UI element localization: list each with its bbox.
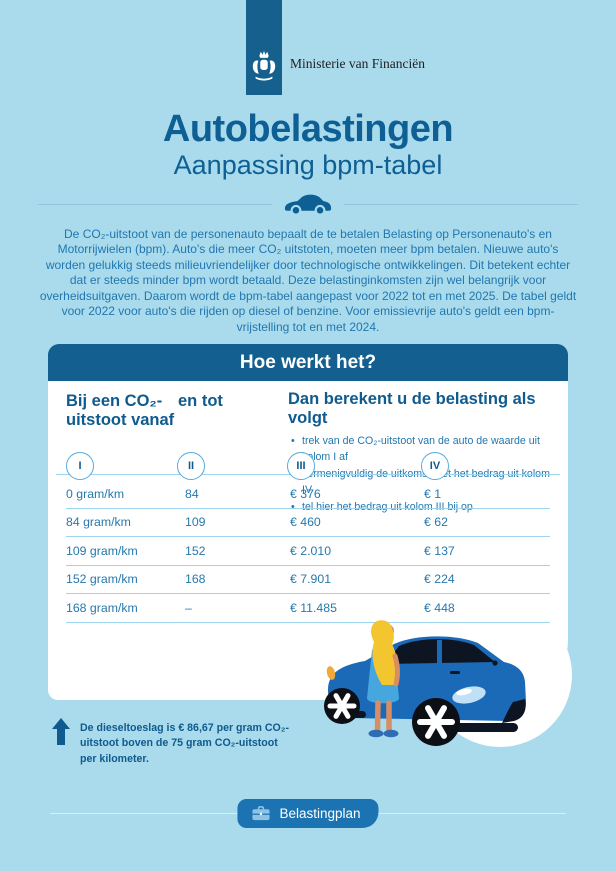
cell-to: 168 — [185, 572, 206, 587]
cell-from: 84 gram/km — [66, 515, 131, 530]
cell-from: 168 gram/km — [66, 600, 138, 615]
divider-line-left — [38, 203, 272, 205]
ministry-label: Ministerie van Financiën — [290, 56, 425, 71]
car-and-woman-illustration — [324, 620, 526, 746]
column-marker-III: III — [287, 452, 315, 480]
diesel-note-text: De dieseltoeslag is € 86,67 per gram CO₂… — [80, 722, 290, 765]
badge-label: Belastingplan — [279, 806, 361, 821]
car-icon — [284, 194, 332, 216]
column-marker-IV: IV — [421, 452, 449, 480]
car-figure — [324, 636, 526, 746]
government-logo-banner — [246, 0, 282, 95]
cell-per-gram: € 62 — [424, 515, 448, 530]
page-title: Autobelastingen — [162, 108, 454, 150]
cell-to: 152 — [185, 543, 206, 558]
table-row: 152 gram/km 168 € 7.901 € 224 — [66, 566, 550, 594]
calculation-header: Dan berekent u de belasting als volgt — [288, 390, 536, 427]
cell-base-amount: € 7.901 — [290, 572, 332, 587]
cell-from: 109 gram/km — [66, 543, 138, 558]
calc-step: tel hier het bedrag uit kolom III bij op — [290, 499, 560, 516]
title-divider — [38, 192, 578, 216]
table-row: 109 gram/km 152 € 2.010 € 137 — [66, 537, 550, 566]
cell-base-amount: € 2.010 — [290, 543, 332, 558]
table-row: 0 gram/km 84 € 376 € 1 — [66, 480, 550, 509]
cell-base-amount: € 460 — [290, 515, 321, 530]
front-wheel — [412, 698, 460, 746]
cell-to: 84 — [185, 486, 199, 501]
cell-base-amount: € 376 — [290, 486, 321, 501]
dutch-coat-of-arms-icon — [252, 50, 276, 81]
intro-text: De CO₂-uitstoot van de personenauto bepa… — [39, 227, 577, 334]
column-marker-II: II — [177, 452, 205, 480]
rear-wheel — [324, 688, 360, 724]
table-row: 168 gram/km – € 11.485 € 448 — [66, 594, 550, 623]
page-subtitle: Aanpassing bpm-tabel — [173, 150, 443, 180]
diesel-note: De dieseltoeslag is € 86,67 per gram CO₂… — [52, 718, 322, 767]
briefcase-icon — [252, 806, 270, 821]
cell-to: 109 — [185, 515, 206, 530]
woman-figure — [367, 620, 400, 738]
cell-per-gram: € 448 — [424, 600, 455, 615]
bpm-table: 0 gram/km 84 € 376 € 1 84 gram/km 109 € … — [66, 480, 550, 623]
cell-from: 152 gram/km — [66, 572, 138, 587]
cell-to: – — [185, 600, 192, 615]
up-arrow-icon — [52, 718, 70, 745]
cell-from: 0 gram/km — [66, 486, 125, 501]
cell-base-amount: € 11.485 — [290, 600, 337, 615]
cell-per-gram: € 224 — [424, 572, 455, 587]
column-to-header: en tot — [178, 392, 223, 410]
belastingplan-badge: Belastingplan — [237, 799, 379, 828]
cell-per-gram: € 137 — [424, 543, 455, 558]
table-row: 84 gram/km 109 € 460 € 62 — [66, 509, 550, 537]
card-title: Hoe werkt het? — [48, 344, 568, 381]
divider-line-right — [344, 203, 578, 205]
column-marker-I: I — [66, 452, 94, 480]
cell-per-gram: € 1 — [424, 486, 442, 501]
column-from-header: Bij een CO₂-uitstoot vanaf — [66, 392, 175, 430]
